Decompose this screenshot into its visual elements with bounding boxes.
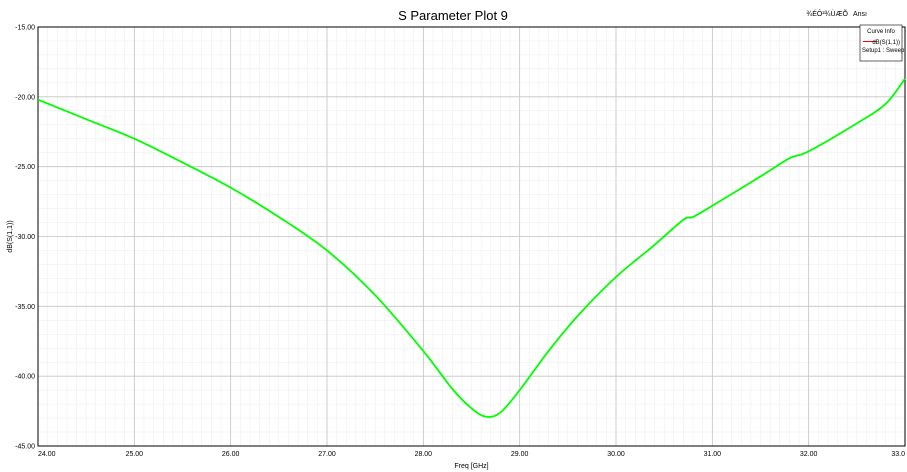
chart-title: S Parameter Plot 9 <box>398 8 508 23</box>
y-axis-ticks: -15.00 -20.00 -25.00 -30.00 -35.00 -40.00 -45.… <box>15 25 35 451</box>
x-tick-label: 30.00 <box>607 451 625 458</box>
x-axis-label: Freq [GHz] <box>454 463 488 470</box>
corner-brand-label: Ansı <box>853 11 867 18</box>
y-tick-label: -25.00 <box>15 164 35 171</box>
x-tick-label: 28.00 <box>415 451 433 458</box>
x-tick-label: 24.00 <box>38 451 56 458</box>
y-axis-label: dB(S(1,1)) <box>7 220 14 252</box>
y-tick-label: -35.00 <box>15 304 35 311</box>
legend-title: Curve Info <box>867 29 895 35</box>
x-tick-label: 32.00 <box>800 451 818 458</box>
y-tick-label: -15.00 <box>15 25 35 32</box>
legend[interactable]: Curve Info dB(S(1,1)) Setup1 : Sweep <box>859 24 905 62</box>
x-axis-ticks: 24.00 25.00 26.00 27.00 28.00 29.00 30.00 31.00… <box>38 451 905 458</box>
x-tick-label: 31.00 <box>704 451 722 458</box>
x-tick-label: 26.00 <box>222 451 240 458</box>
y-tick-label: -40.00 <box>15 374 35 381</box>
y-tick-label: -45.00 <box>15 444 35 451</box>
x-tick-label: 27.00 <box>318 451 336 458</box>
series-layer <box>37 78 906 418</box>
y-tick-label: -30.00 <box>15 234 35 241</box>
series-line-s11 <box>37 78 906 418</box>
corner-label: ¾ÉÔ²¾ÙÆÕ <box>806 9 848 18</box>
legend-setup-label: Setup1 : Sweep <box>862 48 905 54</box>
x-tick-label: 29.00 <box>511 451 529 458</box>
x-tick-label: 33.0 <box>891 451 905 458</box>
plot-area-frame <box>37 26 906 447</box>
y-tick-label: -20.00 <box>15 94 35 101</box>
legend-box <box>859 24 903 62</box>
legend-series-label: dB(S(1,1)) <box>872 40 900 46</box>
x-tick-label: 25.00 <box>126 451 144 458</box>
